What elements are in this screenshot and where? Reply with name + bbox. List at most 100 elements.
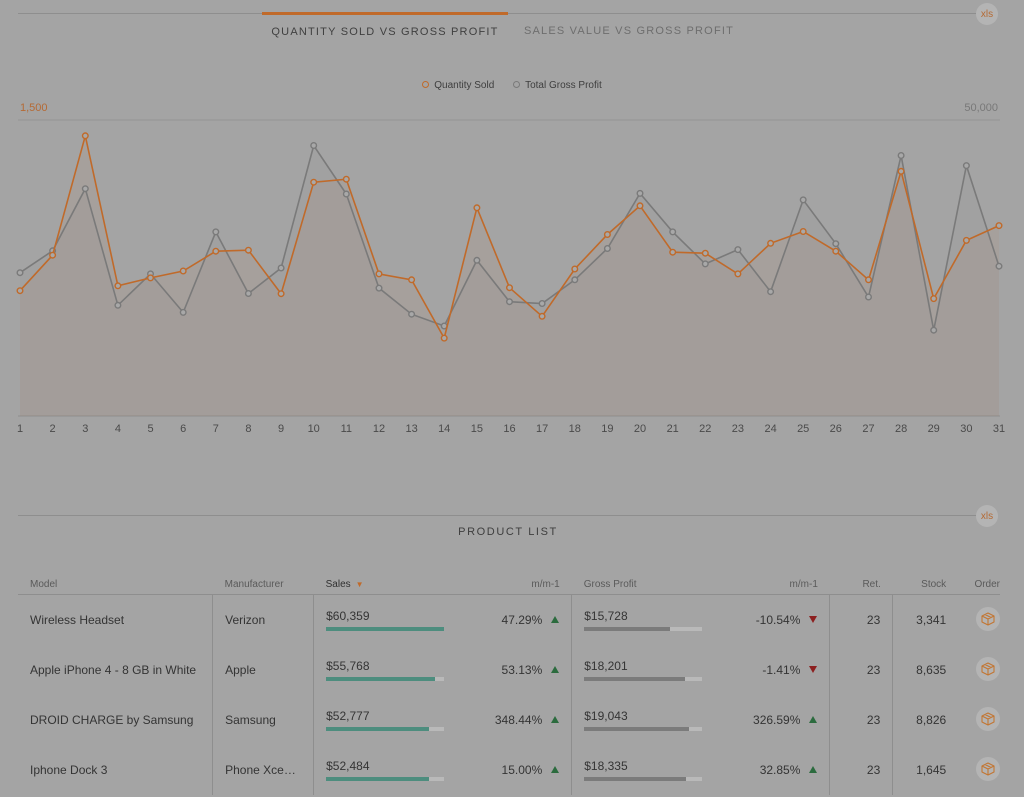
cell-model: Apple iPhone 4 - 8 GB in White (18, 645, 214, 695)
sales-bar-fill (326, 777, 429, 781)
cell-gross-profit: $18,201 (572, 645, 715, 695)
series-1-point-19 (603, 244, 611, 252)
table-row[interactable]: Apple iPhone 4 - 8 GB in White Apple $55… (18, 645, 1000, 695)
sales-bar-track (326, 727, 445, 731)
sales-mm-value: 47.29% (501, 613, 543, 627)
x-tick-label: 25 (797, 423, 809, 435)
legend-item-quantity-sold[interactable]: Quantity Sold (422, 80, 494, 91)
table-row[interactable]: DROID CHARGE by Samsung Samsung $52,777 … (18, 695, 1000, 745)
x-tick-label: 11 (341, 423, 352, 435)
sales-value: $52,484 (326, 759, 370, 773)
x-tick-label: 27 (862, 423, 874, 435)
sales-bar-track (326, 627, 445, 631)
series-1-point-16 (506, 298, 514, 306)
col-sales[interactable]: Sales ▼ (313, 575, 457, 595)
gross-profit-value: $18,335 (584, 759, 628, 773)
x-tick-label: 18 (569, 423, 581, 435)
series-1-point-10 (310, 142, 318, 150)
x-tick-label: 17 (536, 423, 548, 435)
series-0-point-24 (767, 239, 775, 247)
x-tick-label: 20 (634, 423, 646, 435)
product-list-top-divider (18, 515, 978, 516)
series-0-point-17 (538, 312, 546, 320)
col-gp-mm[interactable]: m/m-1 (714, 575, 830, 595)
series-0-point-13 (408, 276, 416, 284)
cell-order (958, 695, 1000, 745)
series-0-point-14 (440, 334, 448, 342)
manufacturer-text: Apple (225, 663, 256, 678)
left-axis-max-label: 1,500 (20, 102, 48, 114)
col-model[interactable]: Model (18, 575, 213, 595)
x-tick-label: 3 (82, 423, 88, 435)
x-tick-label: 6 (180, 423, 186, 435)
gp-mm-value: -10.54% (755, 613, 801, 627)
series-1-point-29 (930, 326, 938, 334)
trend-up-icon (809, 766, 818, 773)
cell-stock: 1,645 (916, 763, 947, 777)
series-0-point-15 (473, 204, 481, 212)
chart-export-xls-button[interactable]: xls (976, 3, 998, 25)
series-1-point-24 (767, 288, 775, 296)
cell-manufacturer: Phone Xcessories (212, 745, 315, 795)
col-sales-mm[interactable]: m/m-1 (456, 575, 572, 595)
series-0-point-20 (636, 202, 644, 210)
series-0-point-18 (571, 265, 579, 273)
series-0-point-8 (244, 246, 252, 254)
tab-quantity-vs-gross-profit[interactable]: QUANTITY SOLD VS GROSS PROFIT (262, 12, 508, 45)
cell-sales: $55,768 (314, 645, 457, 695)
cell-stock: 8,826 (916, 713, 947, 727)
x-tick-label: 23 (732, 423, 744, 435)
series-0-point-1 (16, 287, 24, 295)
product-list-title: PRODUCT LIST (458, 526, 558, 538)
table-row[interactable]: Iphone Dock 3 Phone Xcessories $52,484 1… (18, 745, 1000, 795)
series-0-point-9 (277, 290, 285, 298)
col-manufacturer[interactable]: Manufacturer (212, 575, 314, 595)
cell-gp-mm: 32.85% (714, 745, 831, 795)
order-box-icon[interactable] (976, 656, 1000, 681)
x-tick-label: 15 (471, 423, 483, 435)
series-0-point-7 (212, 247, 220, 255)
quantity-vs-profit-chart: 1 2 3 4 5 6 7 8 9 10 11 12 13 14 15 16 17 18 19 20 21 22 23 24 2… (16, 119, 1005, 435)
series-0-point-23 (734, 270, 742, 278)
col-stock[interactable]: Stock (892, 575, 959, 595)
cell-gross-profit: $18,335 (572, 745, 715, 795)
series-1-point-18 (571, 276, 579, 284)
series-0-point-31 (995, 222, 1003, 230)
series-0-point-26 (832, 247, 840, 255)
series-0-point-22 (701, 249, 709, 257)
legend-item-total-gross-profit[interactable]: Total Gross Profit (513, 80, 602, 91)
x-tick-label: 28 (895, 423, 907, 435)
legend-marker-icon (422, 81, 430, 88)
series-1-point-28 (897, 152, 905, 160)
gp-bar-track (584, 627, 703, 631)
product-list-export-xls-button[interactable]: xls (976, 505, 998, 527)
gp-mm-value: 326.59% (753, 713, 801, 727)
series-0-point-4 (114, 282, 122, 290)
legend-label: Total Gross Profit (525, 80, 602, 91)
series-1-point-11 (342, 190, 350, 198)
series-1-point-7 (212, 228, 220, 236)
series-1-point-4 (114, 301, 122, 309)
gross-profit-value: $18,201 (584, 659, 628, 673)
col-ret[interactable]: Ret. (829, 575, 893, 595)
order-box-icon[interactable] (976, 606, 1000, 631)
x-tick-label: 7 (213, 423, 219, 435)
order-box-icon[interactable] (976, 756, 1000, 781)
cell-ret: 23 (829, 594, 894, 645)
trend-up-icon (809, 716, 818, 723)
order-box-icon[interactable] (976, 706, 1000, 731)
cell-order (958, 595, 1000, 646)
series-1-point-22 (701, 260, 709, 268)
right-axis-max-label: 50,000 (964, 102, 998, 114)
col-order[interactable]: Order (958, 575, 1000, 595)
series-1-point-23 (734, 246, 742, 254)
series-1-point-1 (16, 269, 24, 277)
chart-legend: Quantity Sold Total Gross Profit (0, 80, 1024, 91)
x-tick-label: 16 (503, 423, 515, 435)
gp-bar-track (584, 777, 703, 781)
table-row[interactable]: Wireless Headset Verizon $60,359 47.29% … (18, 594, 1000, 646)
sales-bar-track (326, 677, 445, 681)
col-gross-profit[interactable]: Gross Profit (571, 575, 715, 595)
cell-sales-mm: 47.29% (456, 594, 573, 645)
tab-sales-value-vs-gross-profit[interactable]: SALES VALUE VS GROSS PROFIT (523, 25, 735, 37)
